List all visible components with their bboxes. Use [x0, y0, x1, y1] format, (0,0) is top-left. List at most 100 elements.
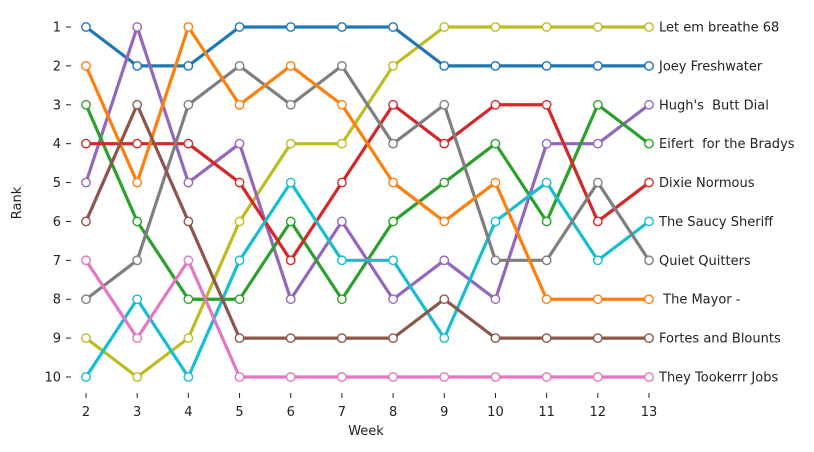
data-point	[439, 99, 450, 110]
data-point	[541, 138, 552, 149]
data-point	[183, 294, 194, 305]
data-point	[234, 255, 245, 266]
data-point	[234, 177, 245, 188]
series-line	[84, 25, 651, 301]
data-point	[541, 294, 552, 305]
data-point	[644, 294, 654, 305]
y-axis-title: Rank	[10, 186, 25, 219]
series-label: Dixie Normous	[659, 176, 755, 191]
series-label: Let em breathe 68	[659, 21, 779, 36]
x-tick-label: 4	[184, 405, 192, 420]
series-group: Joey Freshwater	[81, 22, 763, 74]
data-point	[439, 333, 450, 344]
data-point	[592, 372, 603, 382]
data-point	[132, 177, 143, 188]
series-label: Eifert for the Bradys	[659, 137, 795, 152]
data-point	[132, 99, 143, 110]
y-tick-label: 2	[53, 59, 61, 74]
data-point	[644, 99, 654, 110]
y-tick-label: 4	[53, 137, 61, 152]
data-point	[285, 60, 296, 71]
data-point	[234, 22, 245, 32]
data-point	[183, 216, 194, 227]
data-point	[285, 333, 296, 344]
series-label: Quiet Quitters	[659, 254, 751, 269]
data-point	[439, 255, 450, 266]
data-point	[132, 138, 143, 149]
data-point	[541, 177, 552, 188]
series-group: Quiet Quitters	[81, 60, 751, 305]
series-group: The Saucy Sheriff	[81, 177, 774, 382]
data-point	[132, 216, 143, 227]
y-tick-label: 6	[53, 215, 61, 230]
data-point	[183, 177, 194, 188]
data-point	[439, 138, 450, 149]
data-point	[81, 99, 91, 110]
data-point	[490, 60, 501, 71]
data-point	[541, 22, 552, 32]
data-point	[234, 216, 245, 227]
x-axis-title: Week	[348, 424, 384, 439]
data-point	[644, 333, 654, 344]
series-line	[84, 180, 651, 379]
data-point	[337, 294, 347, 305]
data-point	[388, 138, 398, 149]
data-point	[541, 216, 552, 227]
data-point	[285, 138, 296, 149]
series-group: They Tookerrr Jobs	[81, 255, 778, 386]
data-point	[388, 255, 398, 266]
data-point	[337, 60, 347, 71]
series-line	[84, 258, 651, 379]
data-point	[490, 294, 501, 305]
data-point	[285, 99, 296, 110]
data-point	[644, 177, 654, 188]
x-tick-label: 6	[287, 405, 295, 420]
x-tick-label: 11	[538, 405, 555, 420]
data-point	[81, 333, 91, 344]
data-point	[541, 99, 552, 110]
data-point	[81, 294, 91, 305]
data-point	[183, 60, 194, 71]
data-point	[388, 177, 398, 188]
series-label: The Saucy Sheriff	[658, 215, 774, 230]
series-layer: Let em breathe 68 Joey Freshwater Hugh's B…	[81, 21, 795, 386]
data-point	[285, 255, 296, 266]
series-group: Hugh's Butt Dial	[81, 22, 769, 305]
x-tick-label: 3	[133, 405, 141, 420]
data-point	[183, 138, 194, 149]
data-point	[285, 372, 296, 382]
data-point	[337, 138, 347, 149]
data-point	[337, 372, 347, 382]
data-point	[234, 294, 245, 305]
series-line	[84, 64, 651, 301]
data-point	[183, 22, 194, 32]
data-point	[644, 372, 654, 382]
series-line	[84, 103, 651, 340]
data-point	[337, 255, 347, 266]
data-point	[183, 99, 194, 110]
series-group: Let em breathe 68	[81, 21, 779, 382]
data-point	[439, 22, 450, 32]
series-label: Fortes and Blounts	[659, 332, 781, 347]
data-point	[183, 255, 194, 266]
data-point	[132, 60, 143, 71]
y-tick-label: 9	[53, 332, 61, 347]
data-point	[132, 372, 143, 382]
x-tick-label: 12	[590, 405, 607, 420]
data-point	[541, 333, 552, 344]
data-point	[439, 372, 450, 382]
y-tick-label: 8	[53, 293, 61, 308]
data-point	[388, 294, 398, 305]
data-point	[337, 177, 347, 188]
data-point	[439, 216, 450, 227]
data-point	[490, 99, 501, 110]
data-point	[388, 372, 398, 382]
data-point	[234, 372, 245, 382]
data-point	[81, 372, 91, 382]
data-point	[285, 294, 296, 305]
series-group: Fortes and Blounts	[81, 99, 781, 347]
y-tick-label: 1	[53, 21, 61, 36]
data-point	[132, 22, 143, 32]
data-point	[592, 138, 603, 149]
